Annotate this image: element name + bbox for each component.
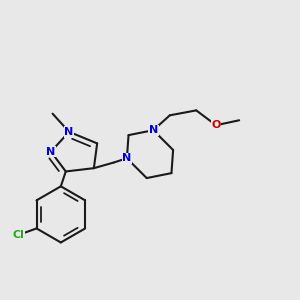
Text: N: N	[64, 127, 74, 137]
Text: N: N	[122, 153, 131, 163]
Text: N: N	[46, 147, 56, 157]
Text: O: O	[212, 120, 221, 130]
Text: Cl: Cl	[12, 230, 24, 240]
Text: N: N	[149, 125, 158, 135]
